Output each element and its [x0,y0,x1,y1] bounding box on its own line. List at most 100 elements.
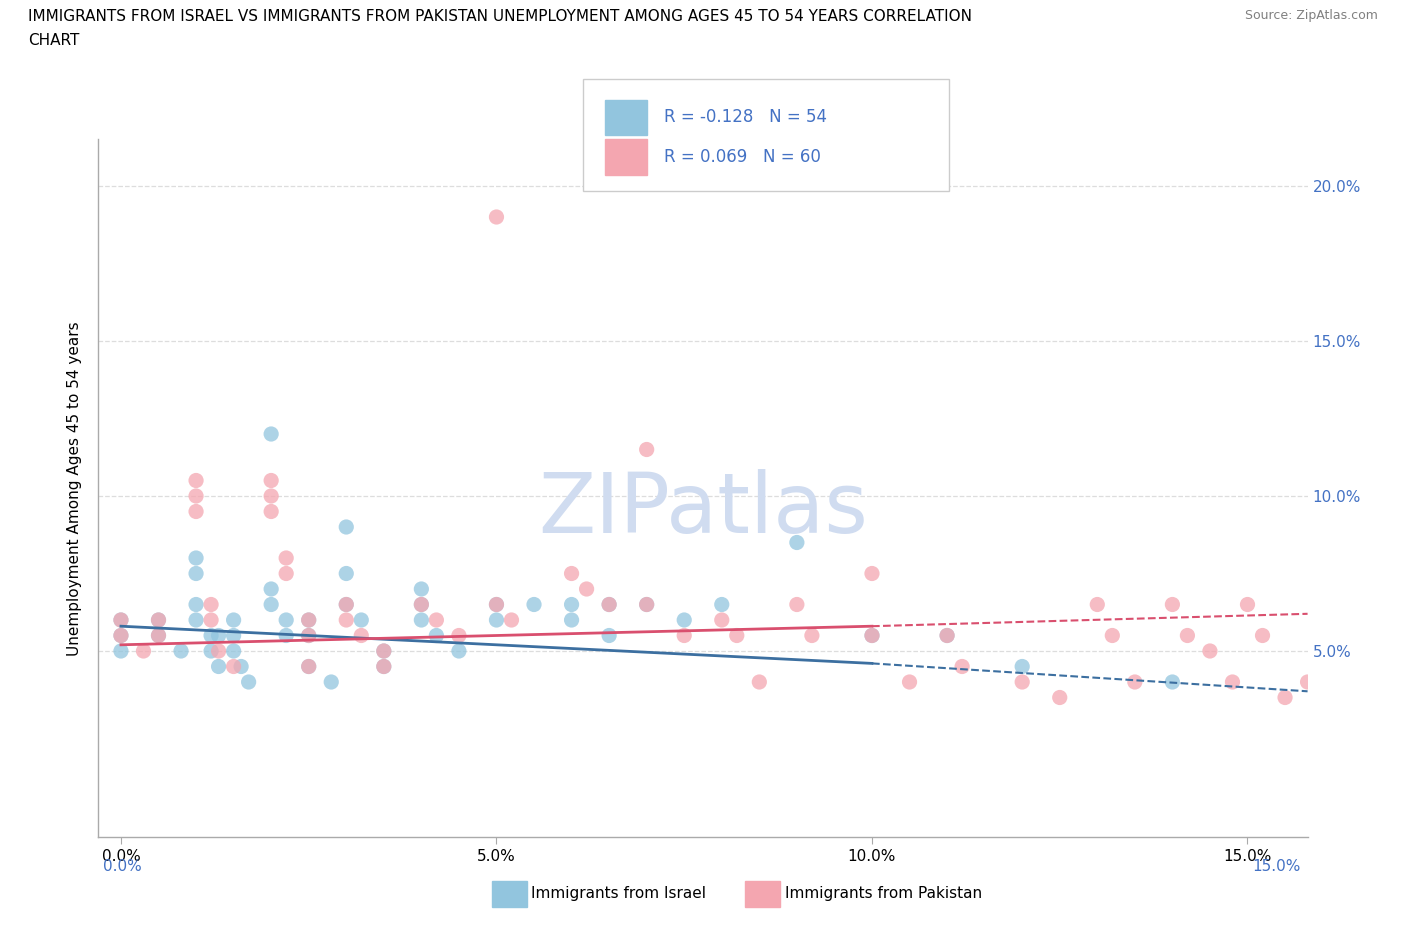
Point [238,674,260,689]
Point [200,644,222,658]
Point [260,504,283,519]
Point [425,613,447,628]
Point [800,628,823,643]
Point [485,209,508,224]
Point [335,613,357,628]
Point [860,628,883,643]
Point [148,613,170,628]
Point [725,628,748,643]
Point [411,597,433,612]
Point [184,613,207,628]
Point [485,597,508,612]
Text: IMMIGRANTS FROM ISRAEL VS IMMIGRANTS FROM PAKISTAN UNEMPLOYMENT AMONG AGES 45 TO: IMMIGRANTS FROM ISRAEL VS IMMIGRANTS FRO… [28,9,972,24]
Point [860,566,883,581]
Point [1049,690,1071,705]
Point [222,613,245,628]
Text: Immigrants from Israel: Immigrants from Israel [531,886,706,901]
Y-axis label: Unemployment Among Ages 45 to 54 years: Unemployment Among Ages 45 to 54 years [67,321,83,656]
Point [298,613,321,628]
Point [260,473,283,488]
Point [425,628,447,643]
Point [411,597,433,612]
Point [350,613,373,628]
Point [222,644,245,658]
Point [276,613,298,628]
Point [222,659,245,674]
Point [373,644,395,658]
Point [950,659,973,674]
Point [229,659,252,674]
Text: 0.0%: 0.0% [103,859,142,874]
Point [132,644,155,658]
Point [298,613,321,628]
Point [523,597,546,612]
Point [636,442,658,457]
Point [748,674,770,689]
Point [110,628,132,643]
Point [110,613,132,628]
Point [207,659,229,674]
Point [1085,597,1108,612]
Point [184,504,207,519]
Point [207,644,229,658]
Point [598,597,620,612]
Point [1274,690,1296,705]
Point [276,628,298,643]
Point [335,597,357,612]
Point [447,628,470,643]
Point [561,613,583,628]
Point [1161,597,1184,612]
Point [321,674,343,689]
Point [1199,644,1222,658]
Point [260,581,283,596]
Point [110,628,132,643]
Point [598,597,620,612]
Point [1236,597,1258,612]
Point [860,628,883,643]
Point [276,566,298,581]
Point [170,644,193,658]
Point [200,613,222,628]
Text: Immigrants from Pakistan: Immigrants from Pakistan [785,886,981,901]
Point [298,659,321,674]
Point [373,659,395,674]
Point [710,613,733,628]
Point [1011,659,1033,674]
Point [1177,628,1199,643]
Point [350,628,373,643]
Text: 15.0%: 15.0% [1253,859,1301,874]
Point [710,597,733,612]
Point [673,628,696,643]
Point [260,597,283,612]
Point [561,566,583,581]
Point [184,566,207,581]
Point [110,613,132,628]
Text: R = -0.128   N = 54: R = -0.128 N = 54 [664,108,827,126]
Point [200,628,222,643]
Point [898,674,921,689]
Point [1222,674,1244,689]
Point [598,628,620,643]
Point [207,628,229,643]
Point [1101,628,1123,643]
Point [1123,674,1146,689]
Point [485,597,508,612]
Point [335,520,357,535]
Point [260,488,283,503]
Point [1161,674,1184,689]
Point [184,488,207,503]
Point [298,628,321,643]
Text: R = 0.069   N = 60: R = 0.069 N = 60 [664,148,821,166]
Point [298,628,321,643]
Point [636,597,658,612]
Point [1251,628,1274,643]
Point [110,644,132,658]
Point [298,659,321,674]
Point [501,613,523,628]
Point [260,427,283,442]
Point [636,597,658,612]
Point [184,597,207,612]
Point [786,535,808,550]
Point [936,628,959,643]
Point [184,473,207,488]
